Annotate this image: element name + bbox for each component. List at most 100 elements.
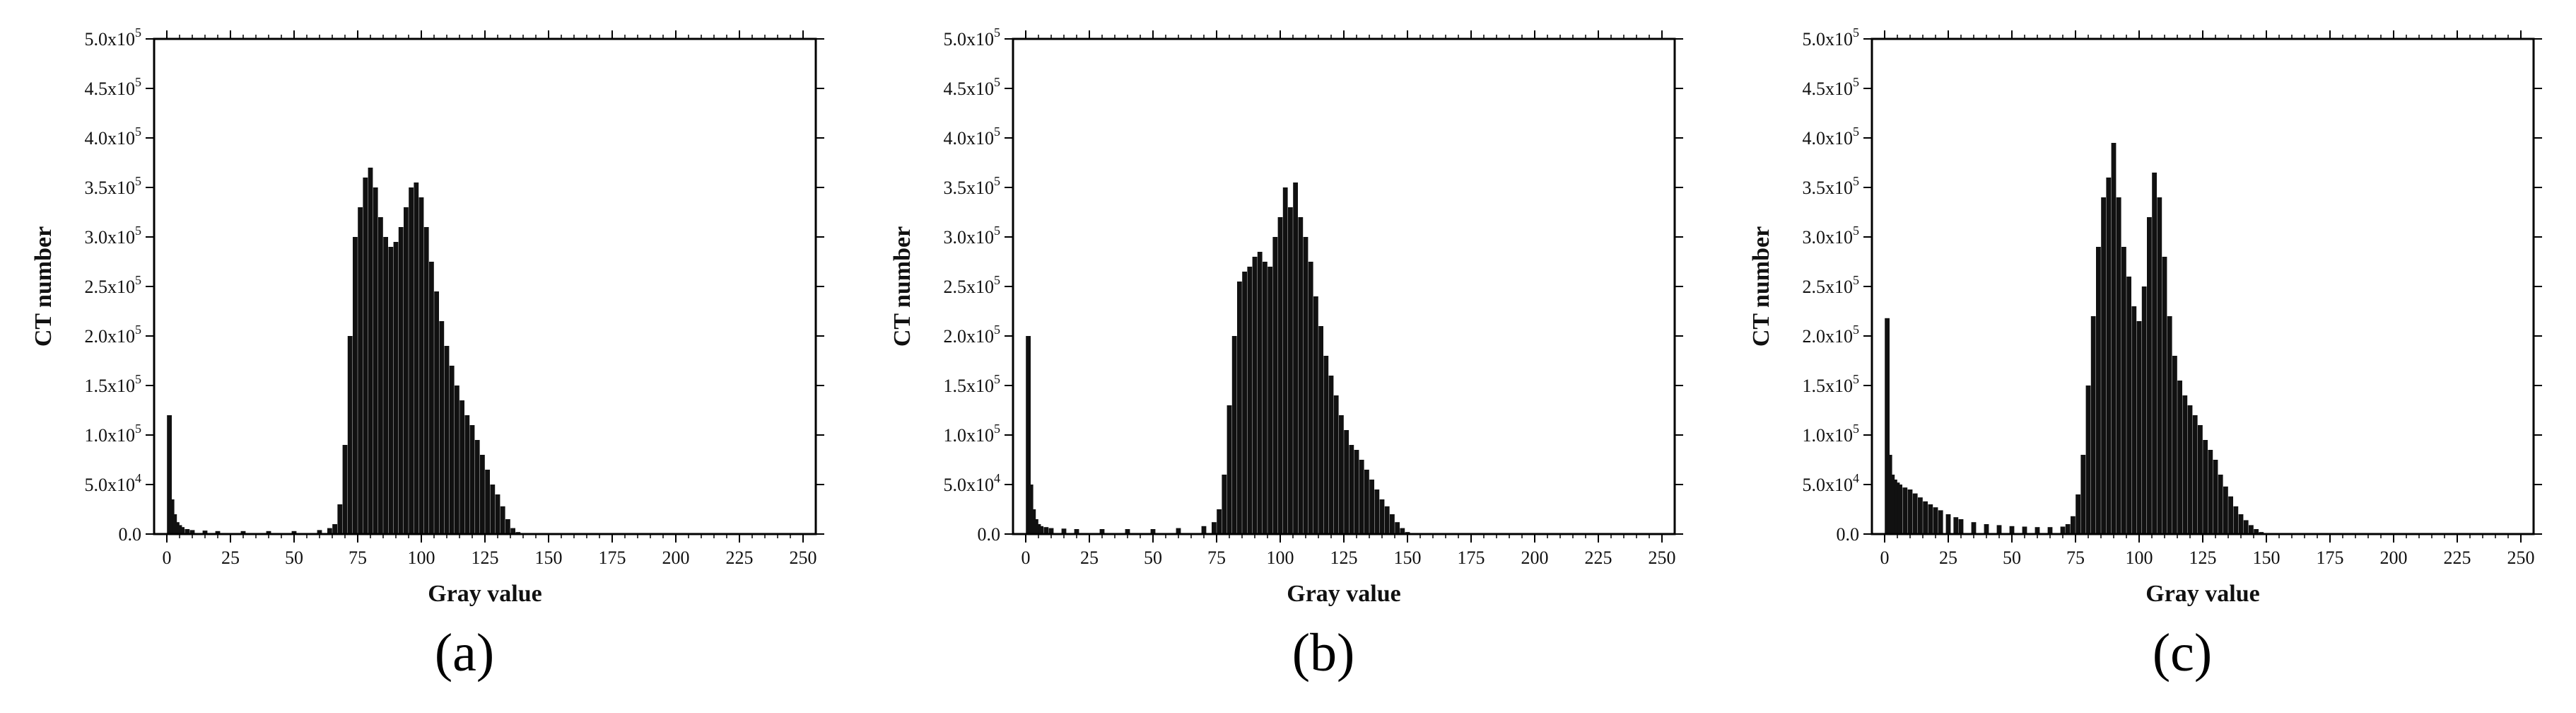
x-tick-label: 150 [1394, 547, 1422, 568]
histogram-bar [1288, 207, 1293, 534]
y-tick-label: 2.0x105 [85, 323, 142, 347]
histogram-bar [1036, 524, 1041, 534]
histogram-panel-b: 0 25 50 75 100 125 150 175 200 225 250 0.0 5.0x104 1.… [859, 0, 1717, 713]
x-tick-label: 150 [535, 547, 563, 568]
histogram-bar [1043, 527, 1049, 534]
histogram-bar [1907, 489, 1913, 534]
x-tick-label: 0 [1880, 547, 1890, 568]
histogram-bar [1349, 445, 1354, 534]
histogram-bar [1150, 529, 1156, 534]
x-tick-label: 225 [2444, 547, 2471, 568]
histogram-bar [434, 291, 439, 534]
y-tick-label: 4.5x105 [1803, 75, 1860, 99]
x-tick-label: 200 [662, 547, 690, 568]
x-tick-label: 0 [1021, 547, 1031, 568]
histogram-bar [2203, 440, 2208, 534]
histogram-bar [449, 366, 455, 534]
histogram-bar [1384, 506, 1390, 534]
histogram-bar [266, 531, 271, 534]
histogram-bar [1912, 493, 1918, 534]
histogram-bar [1099, 529, 1105, 534]
histogram-bar [2162, 257, 2167, 534]
histogram-bar [180, 527, 185, 534]
histogram-bar [327, 528, 332, 534]
histogram-bar [418, 197, 424, 534]
x-tick-label: 50 [2003, 547, 2021, 568]
x-tick-label: 250 [1649, 547, 1676, 568]
histogram-bar [510, 528, 515, 534]
plot-frame [1870, 37, 2535, 535]
histogram-bar [1272, 237, 1278, 534]
histogram-bar [2152, 173, 2157, 534]
x-tick-label: 175 [1458, 547, 1485, 568]
histogram-bar [1277, 217, 1283, 534]
y-tick-label: 5.0x105 [1803, 25, 1860, 50]
histogram-bar [1958, 519, 1964, 534]
histogram-bar [1953, 517, 1959, 534]
histogram-bar [378, 217, 383, 534]
histogram-bar [2223, 486, 2228, 534]
histogram-chart-a: 0 25 50 75 100 125 150 175 200 225 250 0.0 5.0x104 1.… [30, 25, 824, 607]
histogram-bar [1379, 499, 1385, 534]
histogram-bar [1892, 480, 1897, 534]
histogram-chart-b: 0 25 50 75 100 125 150 175 200 225 250 0.0 5.0x104 1.… [889, 25, 1683, 607]
y-tick-label: 5.0x105 [85, 25, 142, 50]
x-tick-label: 125 [472, 547, 499, 568]
histogram-bar [1061, 528, 1067, 534]
histogram-bar [469, 425, 475, 534]
histogram-bar [1897, 485, 1902, 534]
histogram-bar [459, 400, 464, 534]
x-tick-label: 175 [599, 547, 626, 568]
y-tick-label: 3.0x105 [1803, 224, 1860, 248]
histogram-bar [1923, 501, 1928, 534]
histogram-bar [1125, 529, 1130, 534]
histogram-bar [1359, 460, 1364, 534]
y-tick-label: 4.5x105 [944, 75, 1001, 99]
y-tick-label: 4.0x105 [85, 124, 142, 149]
y-tick-label: 3.0x105 [944, 224, 1001, 248]
histogram-panel-a: 0 25 50 75 100 125 150 175 200 225 250 0.0 5.0x104 1.… [0, 0, 858, 713]
histogram-bar [317, 530, 322, 534]
y-tick-label: 1.5x105 [85, 372, 142, 396]
histogram-bar [1026, 336, 1031, 534]
histogram-bar [1237, 282, 1242, 534]
histogram-bar [1282, 187, 1288, 534]
histogram-bar [1945, 514, 1951, 534]
y-tick-label: 5.0x104 [85, 471, 142, 495]
histogram-bar [383, 237, 388, 534]
histogram-bar [495, 494, 500, 534]
histogram-bar [1028, 485, 1034, 534]
histogram-bar [1263, 262, 1267, 534]
histogram-bar [358, 207, 363, 534]
histogram-bar [1933, 507, 1938, 534]
histogram-bar [1318, 326, 1323, 534]
histogram-bar [353, 237, 358, 534]
y-tick-label: 3.0x105 [85, 224, 142, 248]
histogram-bar [2065, 524, 2071, 534]
y-tick-label: 4.0x105 [944, 124, 1001, 149]
histogram-bar [2167, 316, 2172, 534]
histogram-bar [439, 321, 445, 534]
x-tick-label: 250 [790, 547, 817, 568]
panel-label-b: (b) [1292, 623, 1355, 683]
y-tick-label: 1.5x105 [944, 372, 1001, 396]
y-tick-label: 2.0x105 [944, 323, 1001, 347]
histogram-bar [2047, 527, 2053, 534]
histogram-bar [1303, 237, 1309, 534]
histogram-bar [1354, 450, 1359, 534]
histogram-bar [347, 336, 353, 534]
histogram-bar [2182, 395, 2188, 534]
histogram-bar [177, 525, 182, 534]
histogram-bar [429, 262, 434, 534]
histogram-bar [2085, 386, 2091, 534]
histogram-bar [1242, 272, 1247, 534]
histogram-bar [1902, 487, 1908, 534]
histogram-bar [1226, 405, 1232, 534]
histogram-bar [485, 470, 490, 534]
histogram-bar [1996, 525, 2002, 534]
histogram-bar [1364, 470, 1369, 534]
histogram-bar [2228, 496, 2233, 534]
histogram-bar [1895, 482, 1900, 534]
histogram-bar [185, 529, 190, 534]
histogram-bar [2177, 381, 2182, 534]
